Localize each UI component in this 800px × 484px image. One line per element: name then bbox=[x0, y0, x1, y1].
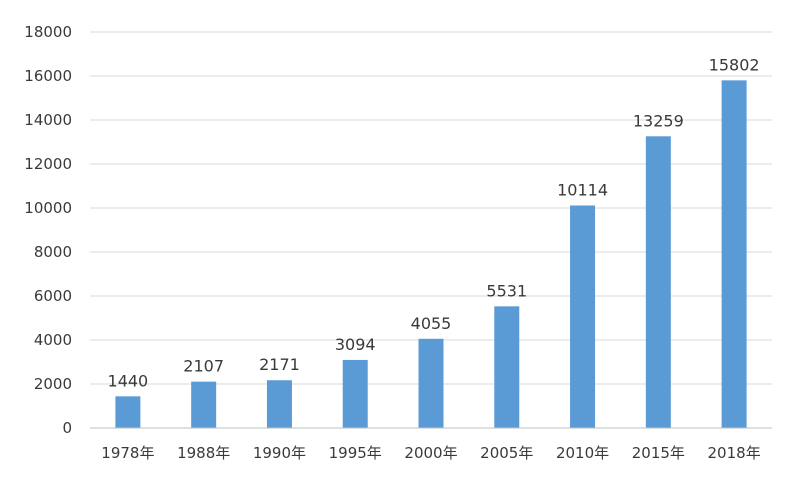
bar bbox=[342, 359, 368, 428]
y-tick-label: 0 bbox=[62, 419, 72, 437]
y-tick-label: 6000 bbox=[34, 287, 72, 305]
gridlines bbox=[90, 31, 772, 385]
data-label: 5531 bbox=[486, 281, 527, 300]
bar bbox=[721, 80, 747, 428]
bar bbox=[266, 380, 292, 428]
bar bbox=[115, 396, 141, 428]
x-tick-label: 1978年 bbox=[101, 444, 154, 462]
y-tick-label: 10000 bbox=[24, 199, 72, 217]
x-axis-ticks: 1978年 1988年 1990年 1995年 2000年 2005年 2010年 2015年… bbox=[101, 444, 760, 462]
bar bbox=[570, 205, 596, 428]
y-tick-label: 14000 bbox=[24, 111, 72, 129]
x-tick-label: 2018年 bbox=[708, 444, 761, 462]
y-tick-label: 12000 bbox=[24, 155, 72, 173]
bar bbox=[494, 306, 520, 428]
data-label: 1440 bbox=[108, 371, 149, 390]
data-label: 2171 bbox=[259, 355, 300, 374]
x-tick-label: 2005年 bbox=[480, 444, 533, 462]
data-label: 2107 bbox=[183, 357, 224, 376]
data-label: 3094 bbox=[335, 335, 376, 354]
bar bbox=[418, 338, 444, 428]
data-label: 13259 bbox=[633, 111, 684, 130]
y-tick-label: 8000 bbox=[34, 243, 72, 261]
y-axis-ticks: 0 2000 4000 6000 8000 10000 12000 14000 16000 180… bbox=[24, 23, 72, 437]
x-tick-label: 2015年 bbox=[632, 444, 685, 462]
data-label: 10114 bbox=[557, 180, 608, 199]
x-tick-label: 1988年 bbox=[177, 444, 230, 462]
y-tick-label: 16000 bbox=[24, 67, 72, 85]
x-tick-label: 2000年 bbox=[404, 444, 457, 462]
bars bbox=[115, 80, 747, 428]
data-label: 4055 bbox=[411, 314, 452, 333]
bar bbox=[645, 136, 671, 428]
x-tick-label: 2010年 bbox=[556, 444, 609, 462]
data-label: 15802 bbox=[709, 55, 760, 74]
x-tick-label: 1990年 bbox=[253, 444, 306, 462]
x-tick-label: 1995年 bbox=[329, 444, 382, 462]
y-tick-label: 2000 bbox=[34, 375, 72, 393]
y-tick-label: 4000 bbox=[34, 331, 72, 349]
bar bbox=[191, 381, 217, 428]
data-labels: 1440 2107 2171 3094 4055 5531 10114 13259 15802 bbox=[108, 55, 760, 390]
y-tick-label: 18000 bbox=[24, 23, 72, 41]
